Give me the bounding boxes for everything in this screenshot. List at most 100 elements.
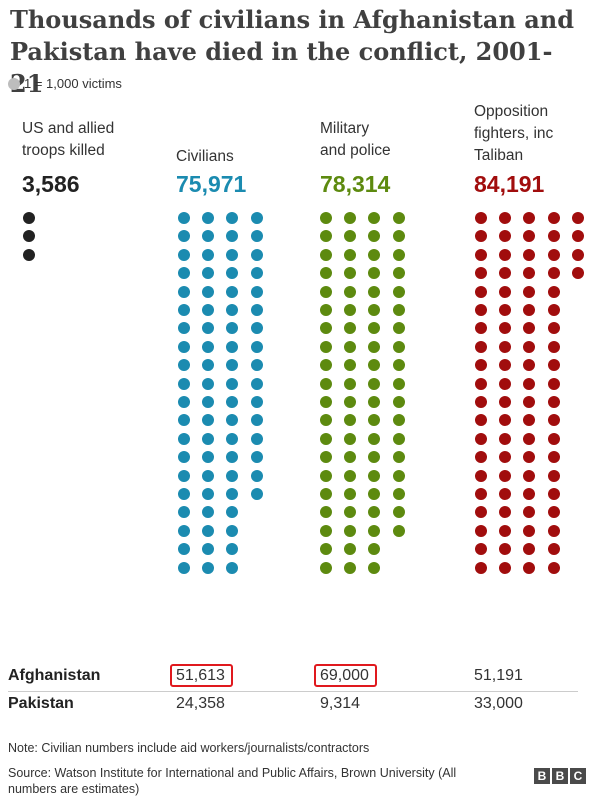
dot-military (368, 451, 381, 464)
dot-civilians (202, 248, 215, 261)
dot-military (344, 469, 357, 482)
dot-military (368, 506, 381, 519)
dot-civilians (202, 267, 215, 280)
dot-civilians (226, 451, 239, 464)
dot-civilians (202, 543, 215, 556)
category-label-opposition: Opposition fighters, inc Taliban (474, 101, 553, 167)
dot-opposition (499, 506, 512, 519)
dot-civilians (250, 285, 263, 298)
dot-opposition (475, 359, 487, 372)
dot-civilians (202, 469, 215, 482)
category-total-opposition: 84,191 (474, 171, 545, 197)
dot-military (392, 248, 405, 261)
dot-opposition (475, 469, 487, 482)
dot-military (368, 469, 381, 482)
dot-opposition (547, 248, 560, 261)
dot-civilians (178, 212, 190, 224)
dot-military (368, 340, 381, 353)
dot-military (368, 432, 381, 445)
dot-military (320, 506, 332, 519)
cell-pakistan-opposition: 33,000 (474, 695, 523, 712)
dot-opposition (547, 524, 560, 537)
dot-civilians (202, 377, 215, 390)
dot-opposition (547, 561, 560, 574)
dot-opposition (523, 267, 536, 280)
dot-opposition (523, 359, 536, 372)
category-label-line: and police (320, 142, 391, 159)
dot-military (368, 524, 381, 537)
dot-opposition (475, 561, 487, 574)
dot-opposition (475, 340, 487, 353)
dot-opposition (547, 432, 560, 445)
dot-military (368, 248, 381, 261)
dot-civilians (178, 561, 190, 574)
dot-civilians (226, 524, 239, 537)
dot-civilians (250, 248, 263, 261)
dot-civilians (178, 488, 190, 500)
dot-civilians (202, 212, 215, 224)
category-label-line: troops killed (22, 142, 105, 159)
dot-military (320, 248, 332, 261)
dot-military (320, 359, 332, 372)
dot-military (320, 304, 332, 316)
dot-military (344, 248, 357, 261)
dot-opposition (499, 248, 512, 261)
dot-military (392, 340, 405, 353)
source-text: Source: Watson Institute for Internation… (8, 766, 457, 796)
dot-opposition (475, 414, 487, 427)
dot-civilians (202, 340, 215, 353)
dot-military (344, 230, 357, 243)
dot-opposition (499, 304, 512, 316)
dot-civilians (202, 322, 215, 335)
category-label-line: Military (320, 120, 370, 137)
legend-dot-icon (8, 77, 20, 90)
dot-civilians (250, 340, 263, 353)
dot-opposition (547, 359, 560, 372)
dot-military (392, 524, 405, 537)
dot-opposition (571, 212, 584, 224)
cell-pakistan-military: 9,314 (320, 695, 361, 712)
dot-civilians (178, 248, 190, 261)
dot-civilians (250, 432, 263, 445)
dot-military (392, 396, 405, 408)
dot-opposition (523, 322, 536, 335)
dot-military (320, 469, 332, 482)
row-label-pakistan: Pakistan (8, 695, 74, 712)
dot-opposition (547, 469, 560, 482)
dot-opposition (475, 212, 487, 224)
dot-opposition (499, 230, 512, 243)
dot-civilians (178, 267, 190, 280)
dot-opposition (523, 377, 536, 390)
dot-civilians (202, 304, 215, 316)
dot-us (23, 230, 35, 243)
dot-military (344, 304, 357, 316)
dot-opposition (523, 304, 536, 316)
dot-opposition (547, 267, 560, 280)
dot-opposition (475, 396, 487, 408)
dot-civilians (226, 414, 239, 427)
dot-civilians (178, 396, 190, 408)
dot-civilians (178, 340, 190, 353)
dot-military (368, 561, 381, 574)
dot-opposition (571, 267, 584, 280)
dot-military (392, 359, 405, 372)
dot-opposition (499, 451, 512, 464)
dot-opposition (475, 524, 487, 537)
dot-civilians (250, 304, 263, 316)
chart-title: Thousands of civilians in Afghanistan an… (10, 5, 575, 98)
dot-military (368, 359, 381, 372)
dot-military (392, 469, 405, 482)
dot-opposition (475, 451, 487, 464)
dot-military (344, 359, 357, 372)
dot-military (368, 377, 381, 390)
dot-military (392, 230, 405, 243)
dot-military (392, 432, 405, 445)
dot-military (392, 267, 405, 280)
dot-opposition (547, 304, 560, 316)
dot-military (344, 340, 357, 353)
dot-military (344, 396, 357, 408)
dot-civilians (178, 469, 190, 482)
dot-military (320, 230, 332, 243)
dot-civilians (250, 359, 263, 372)
bbc-logo-letter: B (534, 768, 550, 784)
